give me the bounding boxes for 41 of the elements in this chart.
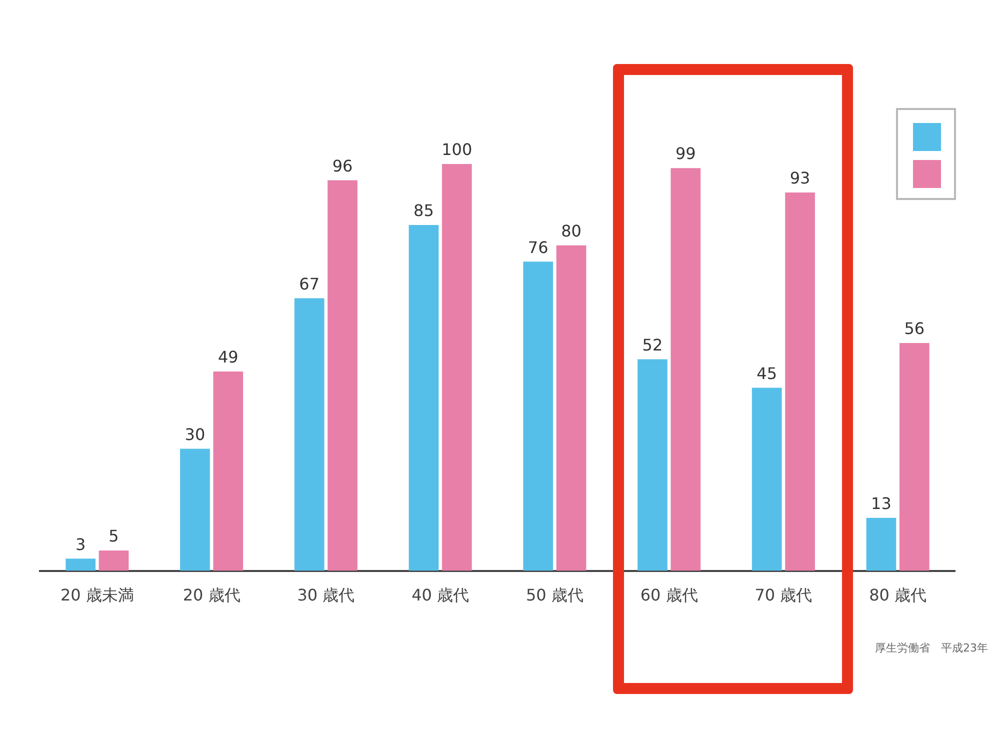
data-label: 93 [790, 168, 810, 188]
bar [328, 180, 358, 571]
bar [785, 192, 815, 571]
bar [638, 359, 668, 571]
x-tick-label: 20 歳未満 [60, 586, 134, 605]
bar [294, 298, 324, 571]
bar [670, 168, 701, 571]
bar [899, 342, 930, 571]
data-label: 56 [904, 319, 925, 338]
data-label: 80 [561, 222, 582, 241]
x-tick-label: 80 歳代 [869, 586, 927, 605]
data-label: 76 [528, 238, 548, 257]
bar [98, 550, 129, 571]
x-tick-label: 60 歳代 [640, 586, 698, 605]
bar [556, 245, 586, 571]
data-label: 85 [414, 201, 434, 220]
bar [66, 558, 96, 571]
x-tick-label: 20 歳代 [182, 586, 240, 605]
data-label: 52 [642, 335, 663, 354]
text: 厚生労働省 平成23年 [875, 642, 988, 655]
bar [866, 518, 896, 571]
x-tick-label: 50 歳代 [526, 586, 584, 605]
data-label: 49 [218, 348, 238, 367]
bar [213, 371, 244, 571]
bar [442, 164, 472, 571]
data-label: 100 [442, 140, 472, 160]
bar [408, 225, 439, 571]
bar [752, 388, 782, 571]
data-label: 3 [76, 534, 86, 554]
bar [180, 448, 210, 571]
x-tick-label: 30 歳代 [297, 586, 355, 605]
bar [523, 262, 554, 571]
data-label: 67 [299, 274, 320, 294]
data-label: 45 [756, 364, 778, 383]
data-label: 13 [871, 494, 892, 514]
data-label: 96 [332, 156, 353, 176]
data-label: 99 [675, 144, 696, 164]
x-tick-label: 70 歳代 [754, 586, 812, 605]
data-label: 30 [184, 424, 206, 444]
x-tick-label: 40 歳代 [412, 586, 470, 605]
data-label: 5 [108, 526, 119, 546]
